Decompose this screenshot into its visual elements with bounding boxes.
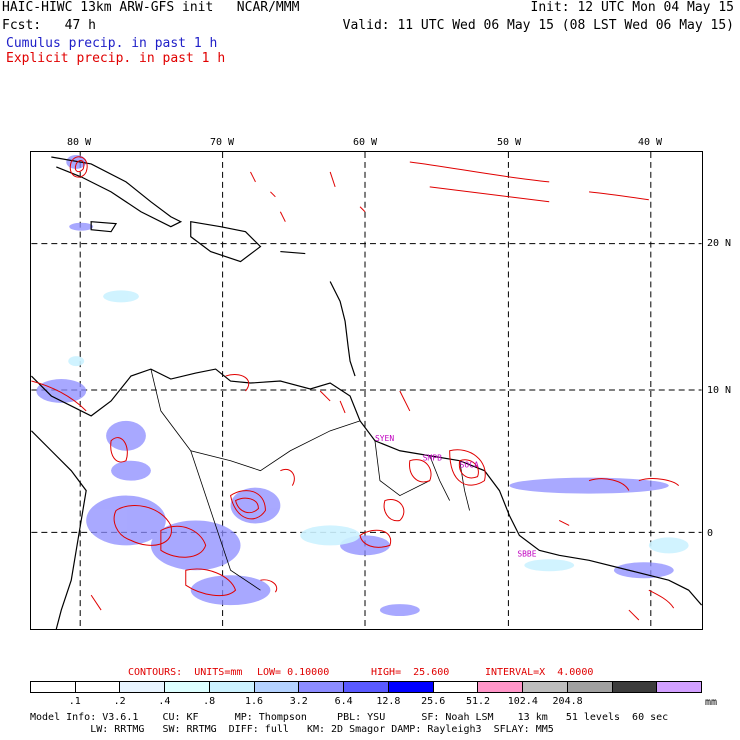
station-sbbe: SBBE — [517, 549, 536, 558]
colorbar-swatch — [209, 682, 255, 692]
model-info-line2: LW: RRTMG SW: RRTMG DIFF: full KM: 2D Sm… — [30, 724, 554, 735]
colorbar-tick-label: 1.6 — [244, 696, 264, 707]
cumulus-precip-light — [68, 290, 689, 572]
colorbar-swatch — [478, 682, 524, 692]
coastlines — [31, 156, 702, 629]
forecast-hour: Fcst: 47 h — [2, 18, 96, 33]
contours-units: CONTOURS: UNITS=mm — [128, 667, 243, 678]
colorbar-tick-label: .2 — [113, 696, 126, 707]
station-labels: SYEN SMPB SOCA SBBE — [375, 434, 537, 559]
colorbar-tick-label: 12.8 — [376, 696, 401, 707]
colorbar-swatch — [344, 682, 389, 692]
lon-label-80w: 80 W — [67, 137, 92, 148]
valid-time: Valid: 11 UTC Wed 06 May 15 (08 LST Wed … — [342, 18, 734, 33]
contours-low: LOW= 0.10000 — [257, 667, 330, 678]
explicit-precip-contours — [31, 156, 680, 621]
colorbar-tick-label: 204.8 — [552, 696, 583, 707]
legend-cumulus: Cumulus precip. in past 1 h — [6, 36, 218, 51]
lat-label-equator: 0 — [707, 528, 714, 539]
colorbar-swatch — [388, 682, 434, 692]
colorbar-tick-label: .8 — [203, 696, 216, 707]
colorbar-swatch — [523, 682, 568, 692]
cumulus-precip-areas — [36, 154, 674, 617]
lon-label-40w: 40 W — [638, 137, 663, 148]
colorbar-tick-label: 25.6 — [421, 696, 446, 707]
colorbar-swatch — [120, 682, 166, 692]
lon-label-60w: 60 W — [353, 137, 378, 148]
colorbar-swatch — [165, 682, 210, 692]
colorbar-swatch — [75, 682, 121, 692]
colorbar-tick-label: 6.4 — [334, 696, 353, 707]
colorbar-swatch — [31, 682, 76, 692]
colorbar-tick-label: 102.4 — [507, 696, 538, 707]
colorbar-tick-label: 51.2 — [465, 696, 491, 707]
colorbar-swatch — [433, 682, 479, 692]
lon-label-70w: 70 W — [210, 137, 235, 148]
colorbar-tick-label: .1 — [68, 696, 81, 707]
colorbar-tick-label: .4 — [158, 696, 171, 707]
contours-interval: INTERVAL=X 4.0000 — [485, 667, 594, 678]
colorbar-tick-label: 3.2 — [289, 696, 308, 707]
colorbar-swatch — [567, 682, 613, 692]
lon-label-50w: 50 W — [497, 137, 522, 148]
lat-label-10n: 10 N — [707, 385, 732, 396]
colorbar-swatch — [254, 682, 300, 692]
colorbar-swatch — [612, 682, 658, 692]
contours-high: HIGH= 25.600 — [371, 667, 450, 678]
init-time: Init: 12 UTC Mon 04 May 15 — [530, 0, 735, 15]
model-info-line1: Model Info: V3.6.1 CU: KF MP: Thompson P… — [30, 712, 669, 723]
lat-lon-grid — [31, 152, 702, 629]
station-smpb: SMPB — [423, 454, 442, 463]
station-soca: SOCA — [460, 461, 479, 470]
map-title: HAIC-HIWC 13km ARW-GFS init NCAR/MMM — [2, 0, 300, 15]
lat-label-20n: 20 N — [707, 238, 732, 249]
colorbar-swatch — [299, 682, 345, 692]
station-syen: SYEN — [375, 434, 394, 443]
colorbar-units: mm — [705, 697, 718, 708]
legend-explicit: Explicit precip. in past 1 h — [6, 51, 226, 66]
precip-map: SYEN SMPB SOCA SBBE — [30, 151, 703, 630]
colorbar-swatch — [657, 682, 702, 692]
precip-colorbar — [30, 681, 702, 693]
